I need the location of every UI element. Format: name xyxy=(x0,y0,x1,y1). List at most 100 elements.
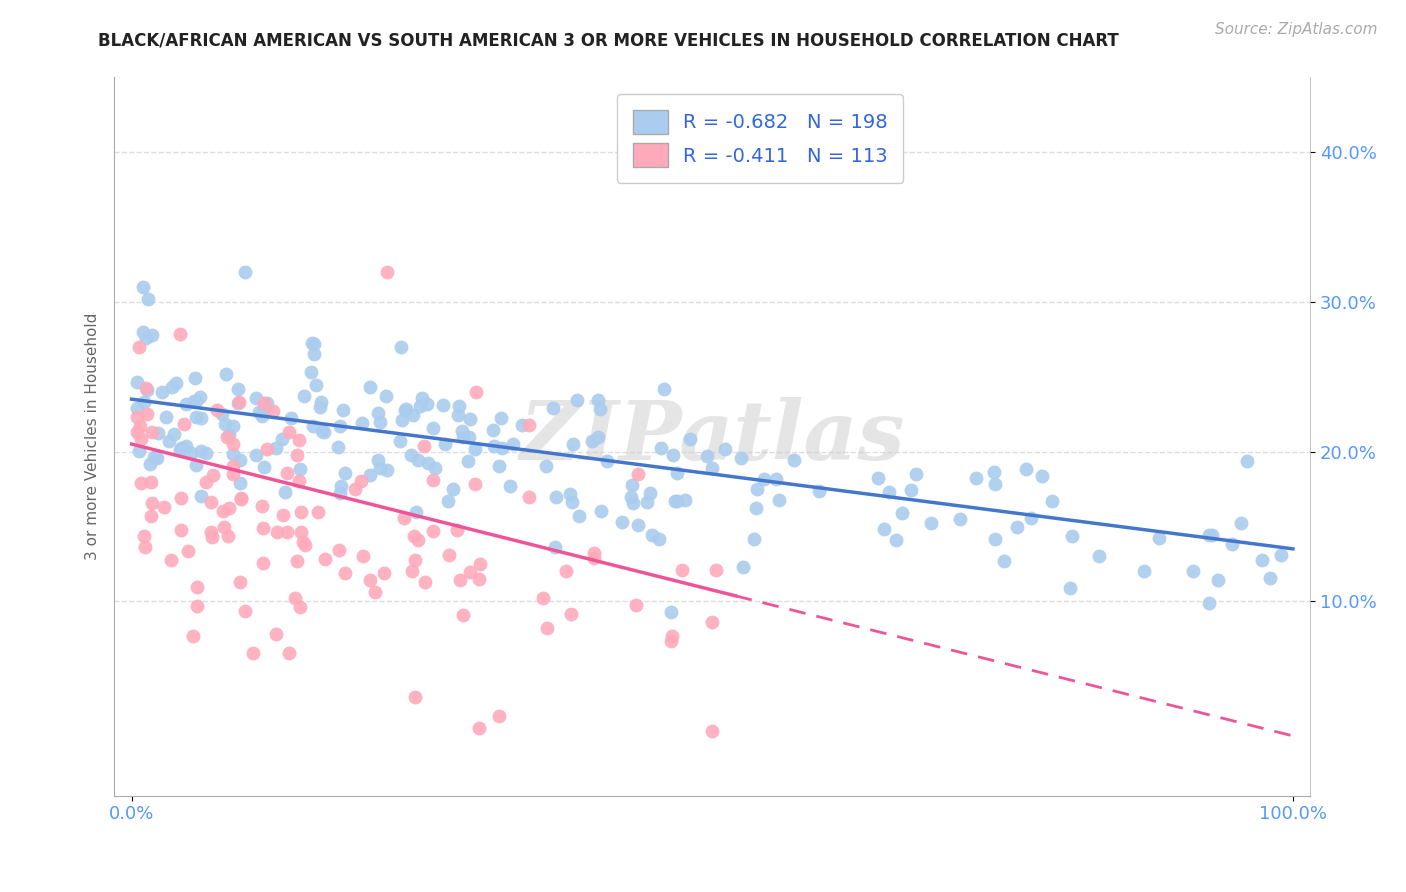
Point xyxy=(218,501,240,516)
Point xyxy=(194,446,217,460)
Point xyxy=(215,430,238,444)
Point xyxy=(446,523,468,537)
Point xyxy=(965,471,987,485)
Point xyxy=(1251,553,1274,567)
Point xyxy=(510,417,533,432)
Point xyxy=(389,340,412,354)
Point xyxy=(228,394,250,409)
Point xyxy=(301,419,323,434)
Point xyxy=(638,486,661,500)
Point xyxy=(127,425,149,440)
Point xyxy=(1031,468,1053,483)
Point xyxy=(280,411,302,425)
Point xyxy=(482,423,505,437)
Point xyxy=(217,529,239,543)
Point xyxy=(132,280,155,294)
Point xyxy=(586,430,609,444)
Point xyxy=(212,520,235,534)
Point xyxy=(194,475,217,489)
Point xyxy=(302,337,325,351)
Point xyxy=(1208,574,1230,588)
Point xyxy=(700,460,723,475)
Point xyxy=(174,439,197,453)
Point xyxy=(157,434,180,449)
Point xyxy=(262,403,284,417)
Point xyxy=(468,558,491,572)
Point xyxy=(457,454,479,468)
Point xyxy=(222,459,245,474)
Point xyxy=(544,540,567,554)
Point xyxy=(713,442,735,456)
Point xyxy=(328,542,350,557)
Point xyxy=(418,456,440,470)
Point xyxy=(165,376,187,391)
Point xyxy=(499,479,522,493)
Point xyxy=(744,500,766,515)
Point xyxy=(256,396,278,410)
Point xyxy=(285,448,308,462)
Point xyxy=(433,436,456,450)
Point xyxy=(752,472,775,486)
Point xyxy=(567,392,589,407)
Point xyxy=(411,391,433,405)
Point xyxy=(441,482,464,496)
Point xyxy=(544,490,567,504)
Point xyxy=(413,574,436,589)
Point xyxy=(402,409,425,423)
Point xyxy=(627,518,650,533)
Point xyxy=(186,599,208,614)
Point xyxy=(1147,531,1170,545)
Point xyxy=(329,486,352,500)
Point xyxy=(704,563,727,577)
Point xyxy=(621,496,644,510)
Point xyxy=(294,538,316,552)
Point xyxy=(458,565,481,579)
Point xyxy=(464,477,486,491)
Point xyxy=(288,462,311,476)
Point xyxy=(589,401,612,416)
Point xyxy=(136,292,159,306)
Point xyxy=(595,454,617,468)
Point xyxy=(519,417,541,432)
Point xyxy=(136,407,159,421)
Point xyxy=(1258,571,1281,585)
Point xyxy=(222,447,245,461)
Point xyxy=(229,475,252,490)
Point xyxy=(352,549,374,563)
Point xyxy=(277,425,299,439)
Point xyxy=(620,491,643,505)
Point xyxy=(422,473,444,487)
Point xyxy=(665,494,688,508)
Point xyxy=(247,404,270,418)
Point xyxy=(652,383,675,397)
Point xyxy=(190,444,212,458)
Point xyxy=(422,421,444,435)
Point xyxy=(252,556,274,570)
Point xyxy=(451,424,474,438)
Point xyxy=(412,439,434,453)
Point xyxy=(253,395,276,409)
Point xyxy=(636,495,658,509)
Point xyxy=(292,389,315,403)
Point xyxy=(190,411,212,425)
Point xyxy=(184,410,207,425)
Point xyxy=(332,403,354,417)
Point xyxy=(186,580,208,594)
Point xyxy=(449,573,471,587)
Point xyxy=(266,441,288,455)
Point xyxy=(271,432,294,446)
Point xyxy=(146,426,169,441)
Point xyxy=(128,418,150,433)
Point xyxy=(309,400,332,414)
Point xyxy=(160,379,183,393)
Point xyxy=(307,505,329,519)
Point xyxy=(181,629,204,643)
Point xyxy=(180,446,202,460)
Point xyxy=(1198,596,1220,610)
Point xyxy=(437,494,460,508)
Point xyxy=(292,535,315,549)
Point xyxy=(665,466,688,480)
Point xyxy=(135,381,157,395)
Point xyxy=(184,458,207,473)
Point xyxy=(222,437,245,451)
